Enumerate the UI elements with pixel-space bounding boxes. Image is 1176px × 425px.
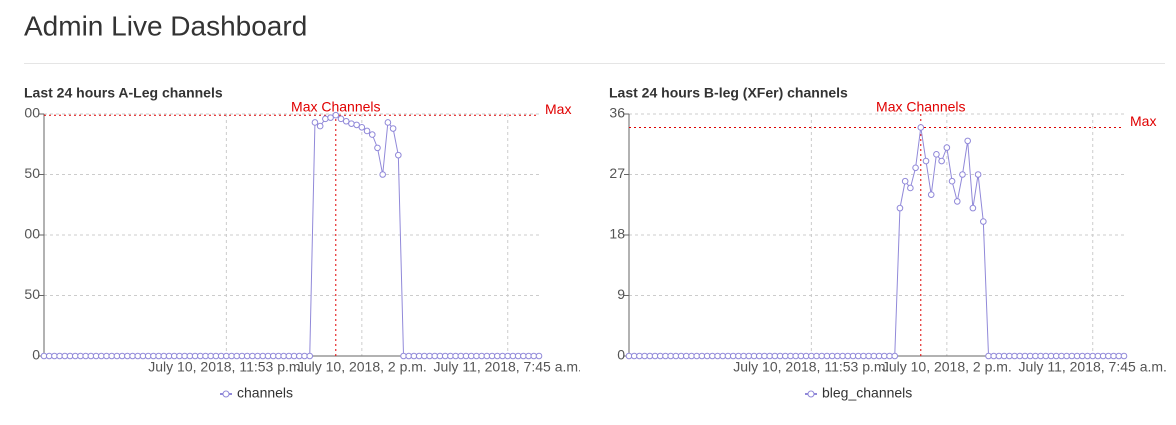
data-point <box>943 144 951 151</box>
data-point <box>922 157 930 165</box>
y-tick-label: 0 <box>617 347 625 363</box>
data-point <box>348 120 355 127</box>
x-tick-label: July 11, 2018, 7:45 a.m. <box>1019 359 1167 375</box>
y-tick-label: 9 <box>617 286 625 302</box>
y-tick-label: 150 <box>17 165 41 181</box>
data-point <box>342 117 350 125</box>
y-tick-label: 0 <box>32 347 40 363</box>
data-point <box>379 171 386 178</box>
data-point <box>938 157 945 165</box>
data-point <box>959 171 966 178</box>
y-tick-label: 200 <box>17 105 41 121</box>
data-point <box>917 124 925 131</box>
y-tick-label: 50 <box>24 286 40 302</box>
data-point <box>948 177 956 185</box>
data-point <box>363 127 371 135</box>
x-tick-label: July 10, 2018, 2 p.m. <box>297 359 427 375</box>
data-point <box>901 177 909 185</box>
series-line <box>629 127 1124 357</box>
x-tick-label: July 10, 2018, 11:53 p.m. <box>148 359 304 375</box>
chart-title: Last 24 hours B-leg (XFer) channels <box>609 85 848 101</box>
y-tick-label: 18 <box>609 226 625 242</box>
data-point <box>322 115 329 123</box>
y-tick-label: 27 <box>609 165 625 181</box>
data-point <box>332 111 340 119</box>
chart: Last 24 hours B-leg (XFer) channels 0 9 18 2… <box>609 85 1167 401</box>
data-point <box>980 218 987 225</box>
data-point <box>1120 352 1128 360</box>
y-tick-label: 100 <box>17 226 41 242</box>
data-point <box>389 125 397 132</box>
max-time-label: Max Channels <box>291 99 381 115</box>
data-point <box>927 191 935 198</box>
chart: Last 24 hours A-Leg channels 0 50 100 150 200… <box>17 85 582 401</box>
max-time-label: Max Channels <box>876 99 966 115</box>
legend-label: channels <box>237 385 293 401</box>
chart-title: Last 24 hours A-Leg channels <box>24 85 223 101</box>
data-point <box>933 151 940 158</box>
data-point <box>969 204 977 212</box>
max-label: Max <box>545 101 571 117</box>
series-line <box>44 114 539 357</box>
data-point <box>327 114 334 121</box>
data-point <box>316 122 324 130</box>
data-point <box>306 352 314 360</box>
data-point <box>974 171 982 178</box>
data-point <box>912 164 919 172</box>
x-tick-label: July 11, 2018, 7:45 a.m. <box>434 359 582 375</box>
data-point <box>891 352 899 360</box>
data-point <box>953 198 961 205</box>
data-point <box>535 352 543 360</box>
legend-label: bleg_channels <box>822 385 912 401</box>
legend-swatch <box>807 390 815 398</box>
data-point <box>337 115 345 123</box>
data-point <box>353 121 360 129</box>
legend-swatch <box>222 390 230 398</box>
data-point <box>896 204 904 212</box>
data-point <box>907 184 914 192</box>
data-point <box>374 144 381 152</box>
x-tick-label: July 10, 2018, 11:53 p.m. <box>733 359 889 375</box>
y-tick-label: 36 <box>609 105 625 121</box>
data-point <box>964 137 971 145</box>
data-point <box>395 151 402 159</box>
data-point <box>368 131 376 138</box>
page-title: Admin Live Dashboard <box>24 10 307 41</box>
data-point <box>358 124 366 131</box>
data-point <box>384 119 392 126</box>
data-point <box>311 119 319 126</box>
x-tick-label: July 10, 2018, 2 p.m. <box>882 359 1012 375</box>
max-label: Max <box>1130 113 1156 129</box>
